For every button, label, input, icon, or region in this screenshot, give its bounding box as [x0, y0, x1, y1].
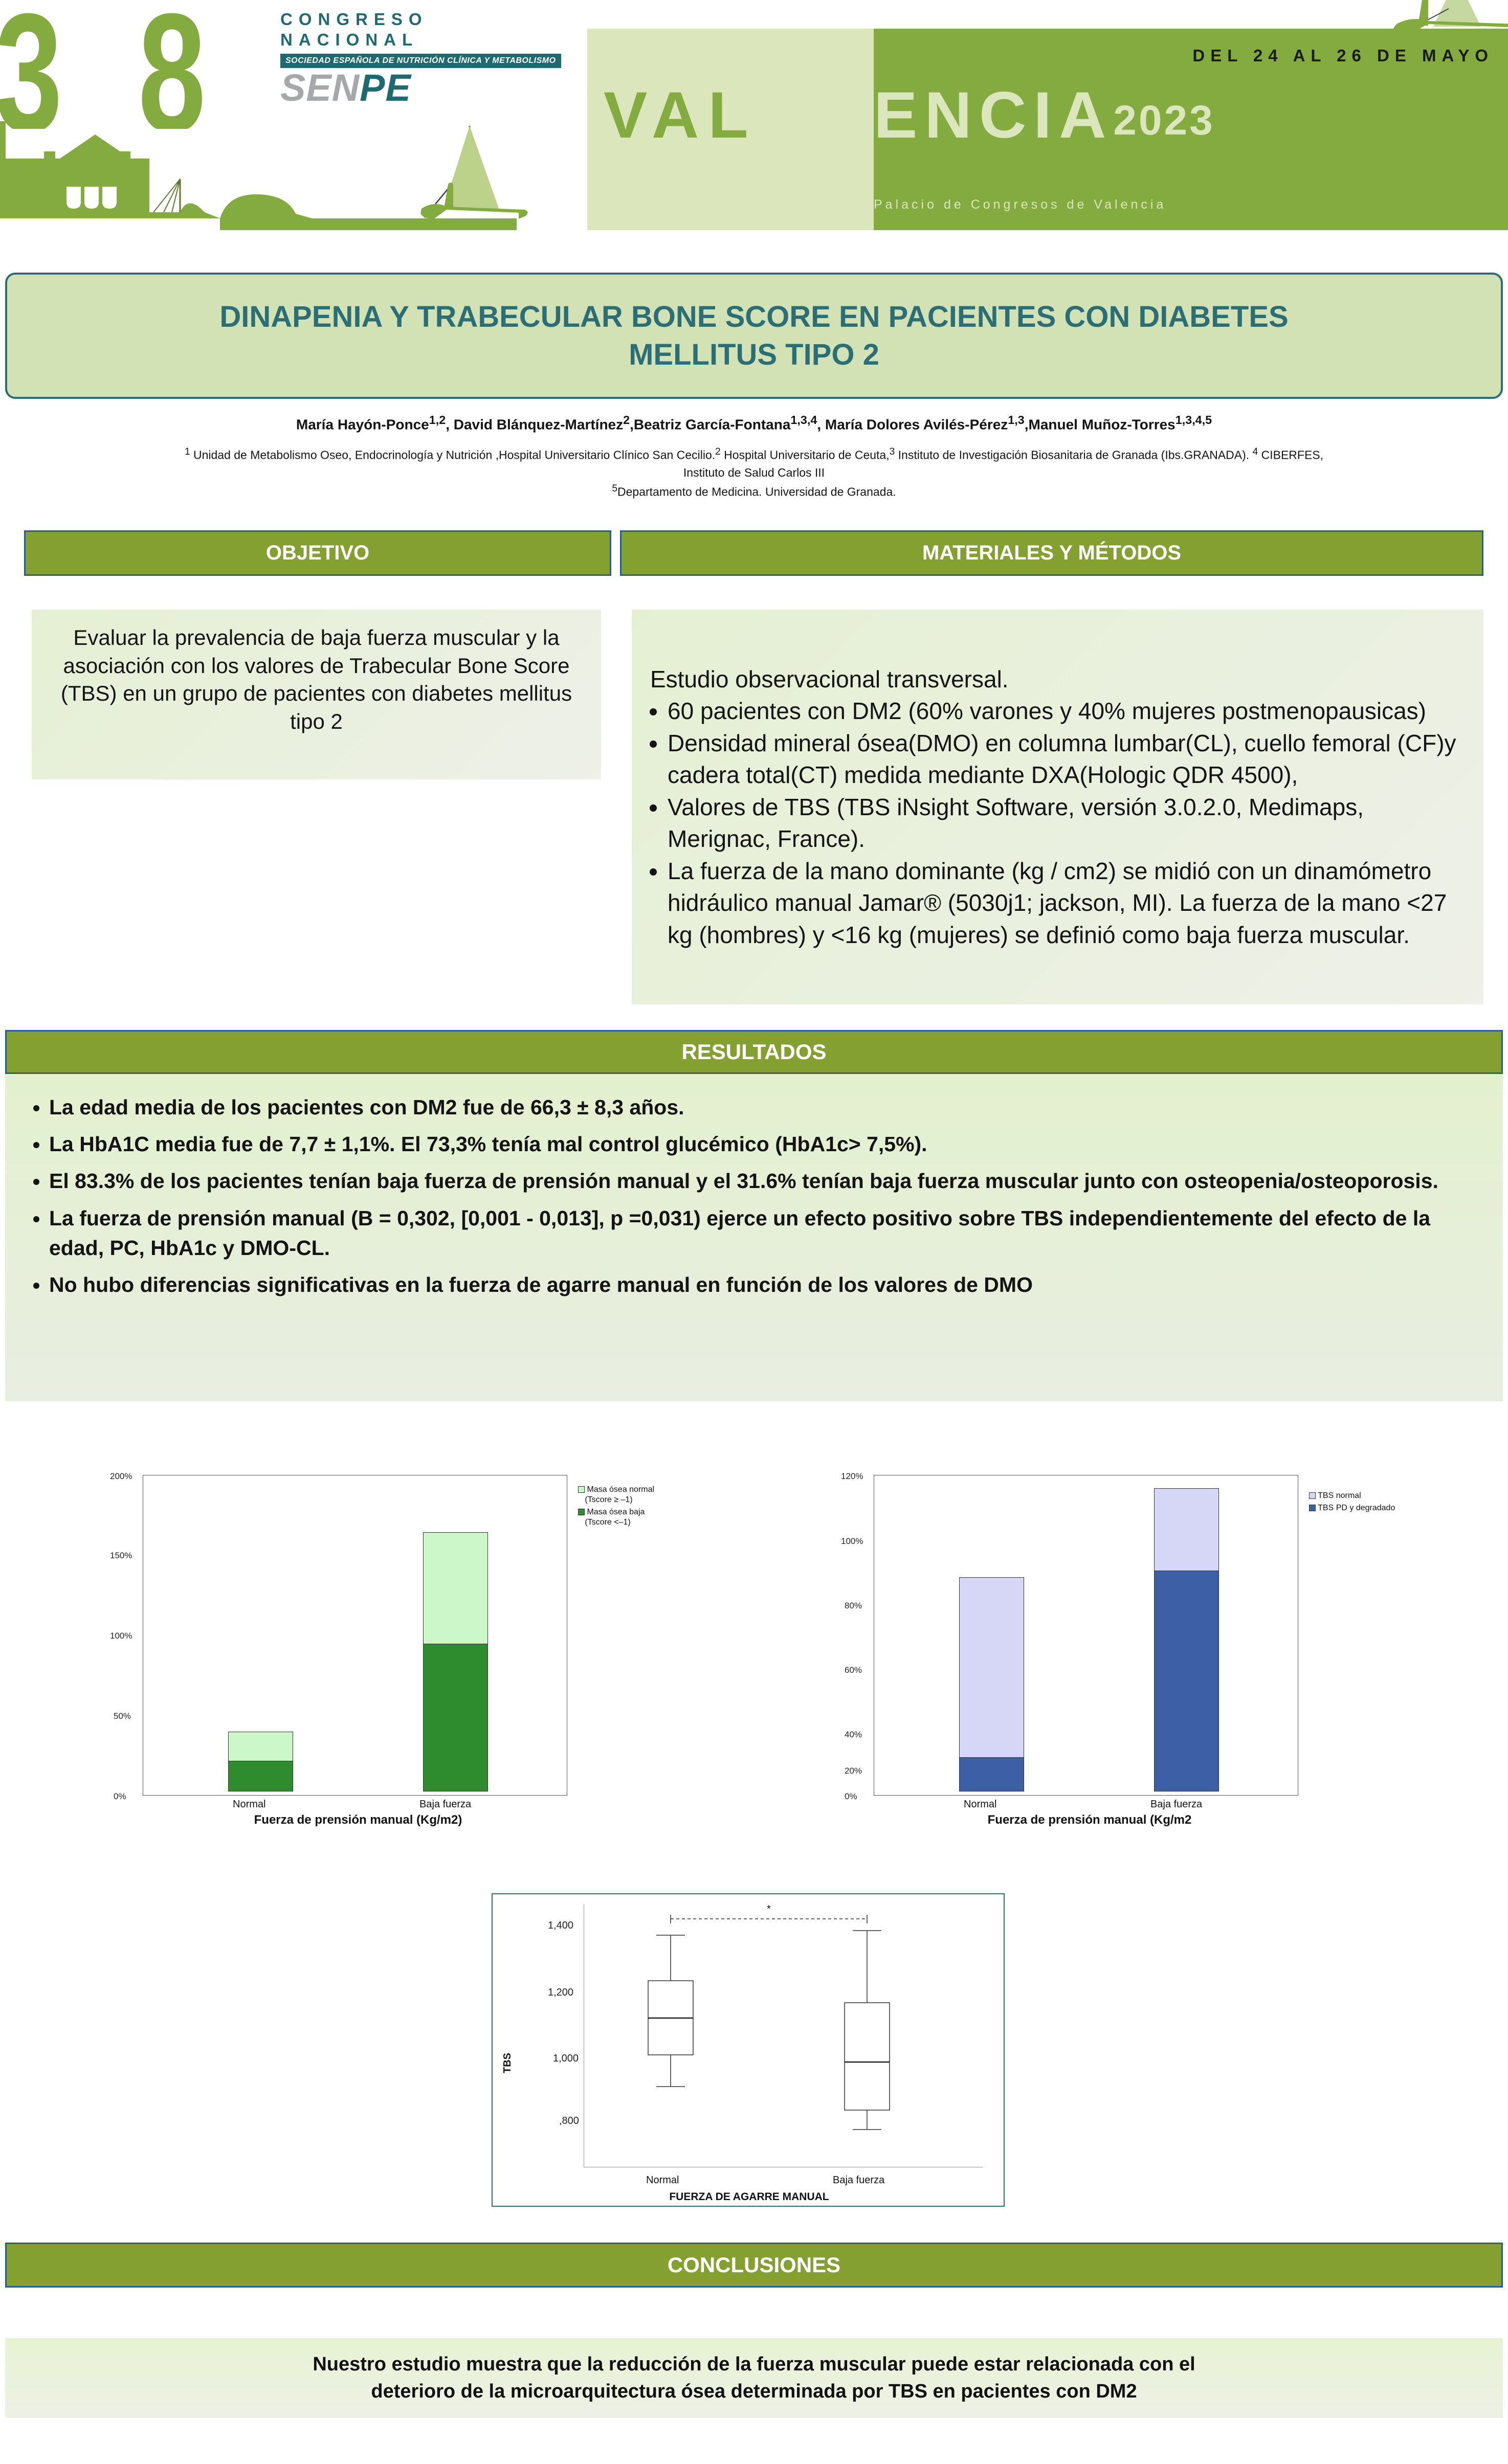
svg-text:*: *: [767, 1903, 771, 1915]
